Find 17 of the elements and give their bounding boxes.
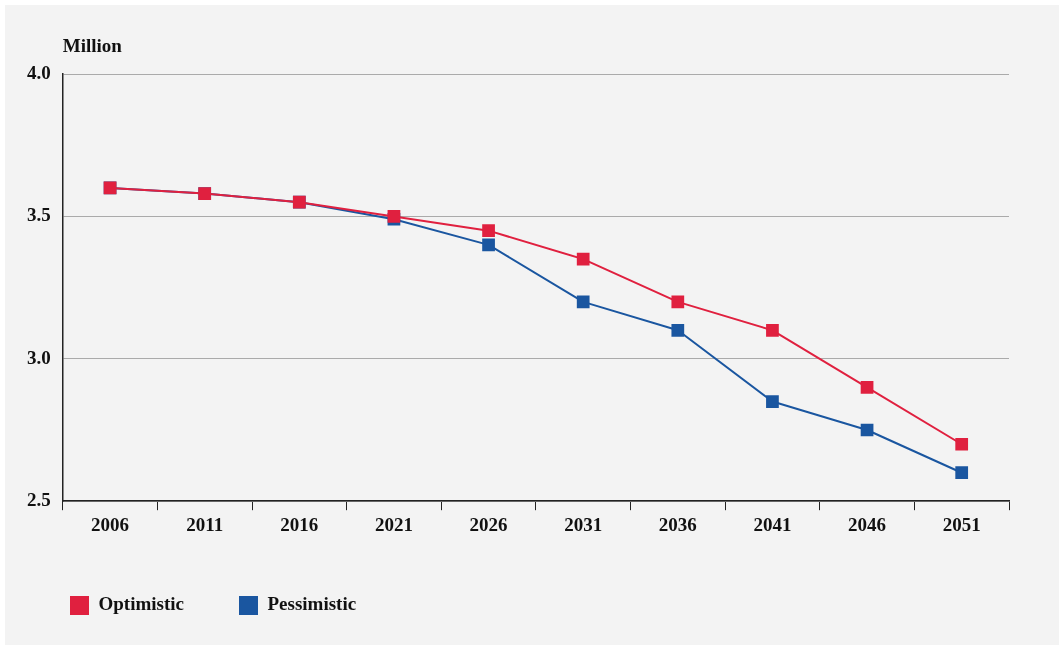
x-tick-label: 2006 bbox=[91, 513, 130, 535]
x-tick-label: 2041 bbox=[753, 513, 792, 535]
y-axis-title: Million bbox=[62, 35, 123, 57]
x-tick-label: 2026 bbox=[469, 513, 508, 535]
x-tick-label: 2046 bbox=[848, 513, 887, 535]
y-tick-label: 4.0 bbox=[27, 61, 51, 83]
legend-label: Pessimistic bbox=[267, 593, 357, 615]
y-tick-label: 3.0 bbox=[27, 346, 51, 368]
x-tick-label: 2016 bbox=[280, 513, 319, 535]
y-tick-label: 3.5 bbox=[27, 204, 51, 226]
x-tick-label: 2021 bbox=[374, 513, 413, 535]
x-tick-label: 2051 bbox=[942, 513, 981, 535]
x-tick-label: 2036 bbox=[658, 513, 697, 535]
x-tick-label: 2011 bbox=[186, 513, 224, 535]
y-tick-label: 2.5 bbox=[27, 489, 51, 511]
legend-label: Optimistic bbox=[98, 593, 184, 615]
x-tick-label: 2031 bbox=[564, 513, 603, 535]
